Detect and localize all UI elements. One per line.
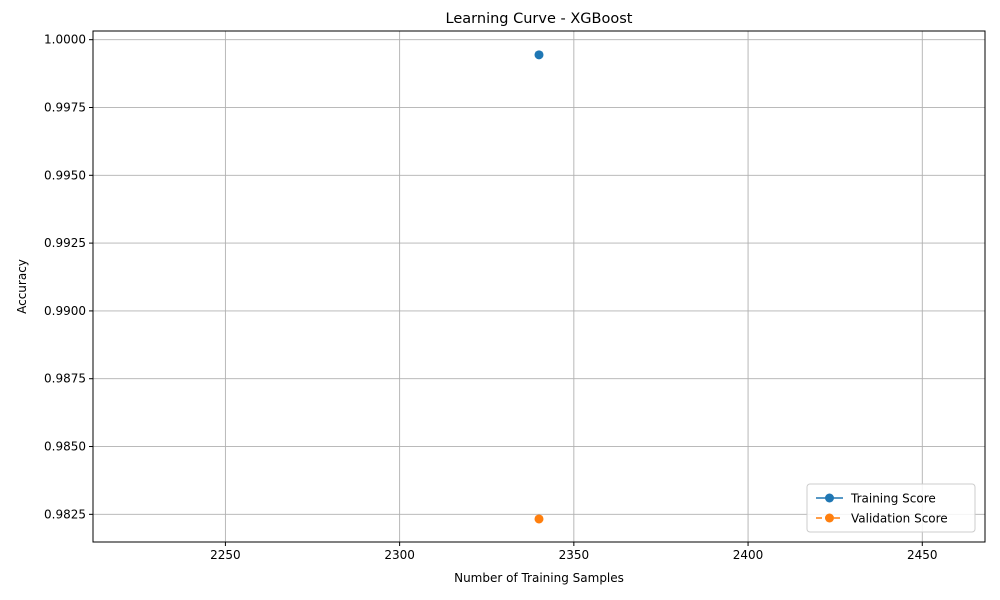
legend-marker: [825, 513, 834, 523]
legend-entry-training: Training Score: [816, 492, 936, 506]
y-tick-label: 0.9950: [44, 168, 86, 182]
legend-label: Validation Score: [851, 512, 948, 526]
y-tick-label: 0.9825: [44, 507, 86, 521]
data-point-training: [534, 50, 544, 60]
legend-marker: [825, 493, 834, 503]
x-tick-label: 2300: [384, 548, 415, 562]
legend-label: Training Score: [850, 492, 936, 506]
y-tick-label: 0.9900: [44, 304, 86, 318]
y-axis-label: Accuracy: [15, 259, 29, 314]
x-tick-label: 2250: [210, 548, 241, 562]
grid: [93, 31, 985, 542]
y-tick-label: 1.0000: [44, 33, 86, 47]
y-axis-ticks: 0.9825 0.9850 0.9875 0.9900 0.9925 0.9950 0.99…: [44, 33, 93, 521]
legend-entry-validation: Validation Score: [816, 512, 948, 526]
legend-box: [806, 483, 976, 533]
y-tick-label: 0.9875: [44, 372, 86, 386]
x-axis-label: Number of Training Samples: [454, 571, 624, 585]
y-tick-label: 0.9850: [44, 440, 86, 454]
x-tick-label: 2350: [559, 548, 590, 562]
x-tick-label: 2400: [733, 548, 764, 562]
legend: Training Score Validation Score: [806, 483, 976, 533]
chart-title: Learning Curve - XGBoost: [446, 11, 633, 27]
plot-area-frame: [92, 30, 986, 543]
data-point-validation: [534, 514, 544, 524]
y-tick-label: 0.9925: [44, 236, 86, 250]
x-tick-label: 2450: [907, 548, 938, 562]
x-axis-ticks: 2250 2300 2350 2400 2450: [210, 542, 938, 562]
plot-marks: [534, 50, 544, 524]
y-tick-label: 0.9975: [44, 100, 86, 114]
